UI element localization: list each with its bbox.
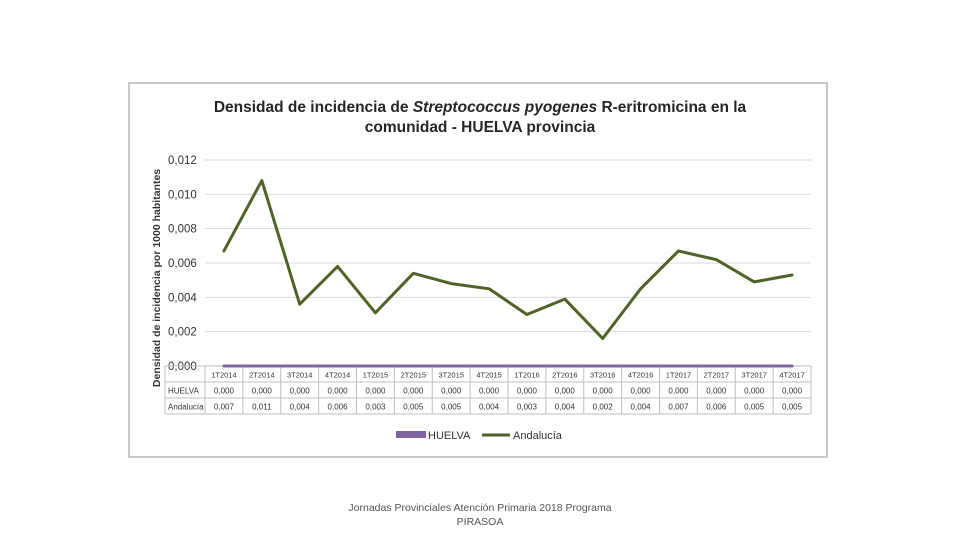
footer: Jornadas Provinciales Atención Primaria …	[330, 501, 630, 529]
chart-title-line-2: comunidad - HUELVA provincia	[364, 119, 596, 136]
data-label: 0,005	[744, 403, 765, 412]
chart-title-italic: Streptococcus pyogenes	[412, 99, 598, 116]
data-label: 0,004	[555, 403, 576, 412]
data-label: 0,006	[328, 403, 349, 412]
data-label: 0,005	[403, 403, 424, 412]
x-tick-label: 3T2017	[741, 371, 766, 380]
x-tick-label: 4T2015	[476, 371, 501, 380]
y-axis-label: Densidad de incidencia por 1000 habitant…	[151, 169, 163, 387]
y-tick-label: 0,008	[168, 224, 197, 236]
y-tick-label: 0,010	[168, 189, 197, 201]
x-tick-label: 1T2015	[363, 371, 388, 380]
x-tick-label: 3T2015	[438, 371, 463, 380]
data-label: 0,000	[668, 387, 689, 396]
x-tick-label: 4T2016	[628, 371, 653, 380]
legend-label-andalucia: Andalucía	[513, 430, 563, 442]
data-label: 0,000	[555, 387, 576, 396]
data-label: 0,005	[441, 403, 462, 412]
y-tick-label: 0,002	[168, 327, 197, 339]
data-label: 0,000	[290, 387, 311, 396]
x-tick-label: 4T2017	[779, 371, 804, 380]
data-label: 0,000	[365, 387, 386, 396]
data-label: 0,000	[744, 387, 765, 396]
legend-label-huelva: HUELVA	[428, 430, 471, 442]
x-tick-label: 4T2014	[325, 371, 350, 380]
footer-line-1: Jornadas Provinciales Atención Primaria …	[348, 502, 612, 514]
data-label: 0,000	[706, 387, 727, 396]
y-tick-label: 0,000	[168, 361, 197, 373]
data-label: 0,004	[631, 403, 652, 412]
y-tick-label: 0,012	[168, 155, 197, 167]
data-label: 0,005	[782, 403, 803, 412]
x-tick-label: 2T2016	[552, 371, 577, 380]
x-tick-label: 3T2014	[287, 371, 312, 380]
data-label: 0,000	[328, 387, 349, 396]
chart-title: Densidad de incidencia de Streptococcus …	[150, 98, 810, 138]
data-table-series-name: HUELVA	[168, 387, 199, 396]
data-label: 0,011	[252, 403, 272, 412]
x-tick-label: 2T2014	[249, 371, 274, 380]
x-tick-label: 1T2016	[514, 371, 539, 380]
chart-frame	[128, 82, 828, 458]
data-label: 0,004	[290, 403, 311, 412]
data-label: 0,000	[782, 387, 803, 396]
data-label: 0,000	[631, 387, 652, 396]
footer-line-2: PIRASOA	[456, 516, 504, 528]
chart-title-part-1: Densidad de incidencia de	[213, 99, 413, 116]
data-label: 0,000	[252, 387, 273, 396]
x-tick-label: 2T2017	[704, 371, 729, 380]
y-tick-label: 0,006	[168, 258, 197, 270]
data-label: 0,003	[517, 403, 538, 412]
data-label: 0,000	[441, 387, 462, 396]
data-label: 0,000	[517, 387, 538, 396]
x-tick-label: 3T2016	[590, 371, 615, 380]
data-label: 0,007	[668, 403, 689, 412]
x-tick-label: 2T2015	[401, 371, 426, 380]
data-label: 0,007	[214, 403, 235, 412]
chart-title-line-1: Densidad de incidencia de Streptococcus …	[150, 98, 810, 118]
data-label: 0,000	[403, 387, 424, 396]
data-label: 0,000	[593, 387, 614, 396]
y-tick-label: 0,004	[168, 292, 197, 304]
series-line	[222, 179, 794, 340]
x-tick-label: 1T2014	[211, 371, 236, 380]
data-label: 0,002	[593, 403, 614, 412]
data-label: 0,004	[479, 403, 500, 412]
data-label: 0,006	[706, 403, 727, 412]
data-table-series-name: Andalucía	[168, 403, 204, 412]
data-label: 0,000	[479, 387, 500, 396]
legend-swatch-huelva	[396, 431, 426, 438]
x-tick-label: 1T2017	[666, 371, 691, 380]
chart-title-part-2: R-eritromicina en la	[597, 99, 747, 116]
data-label: 0,003	[365, 403, 386, 412]
data-label: 0,000	[214, 387, 235, 396]
